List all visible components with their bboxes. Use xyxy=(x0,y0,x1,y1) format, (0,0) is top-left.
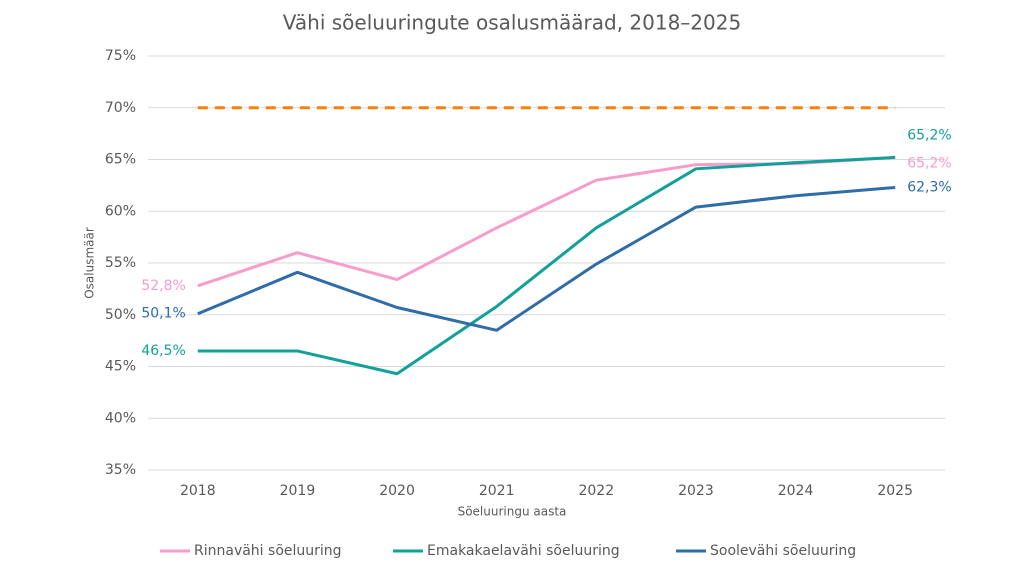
y-tick-label: 35% xyxy=(105,462,136,478)
chart-title: Vähi sõeluuringute osalusmäärad, 2018–20… xyxy=(283,11,741,35)
x-tick-label: 2023 xyxy=(678,483,714,499)
data-label: 65,2% xyxy=(907,155,951,171)
y-tick-label: 50% xyxy=(105,307,136,323)
x-tick-label: 2018 xyxy=(180,483,216,499)
y-axis-title: Osalusmäär xyxy=(83,227,97,299)
x-axis-title: Sõeluuringu aasta xyxy=(458,505,567,519)
legend-label: Rinnavähi sõeluuring xyxy=(194,543,342,559)
data-label: 50,1% xyxy=(141,306,185,322)
y-tick-label: 45% xyxy=(105,359,136,375)
x-tick-label: 2022 xyxy=(578,483,614,499)
data-label: 62,3% xyxy=(907,179,951,195)
y-tick-label: 55% xyxy=(105,255,136,271)
data-label: 65,2% xyxy=(907,127,951,143)
data-label: 46,5% xyxy=(141,343,185,359)
y-tick-label: 65% xyxy=(105,152,136,168)
x-tick-label: 2020 xyxy=(379,483,415,499)
series-line xyxy=(197,185,896,332)
data-label: 52,8% xyxy=(141,278,185,294)
y-tick-label: 75% xyxy=(105,48,136,64)
y-tick-label: 70% xyxy=(105,100,136,116)
x-tick-label: 2021 xyxy=(479,483,515,499)
x-tick-label: 2025 xyxy=(877,483,913,499)
series-line xyxy=(197,155,896,376)
x-tick-label: 2019 xyxy=(280,483,316,499)
legend-label: Emakakaelavähi sõeluuring xyxy=(427,543,620,559)
y-tick-label: 60% xyxy=(105,203,136,219)
y-tick-label: 40% xyxy=(105,410,136,426)
legend-label: Soolevähi sõeluuring xyxy=(710,543,856,559)
x-tick-label: 2024 xyxy=(778,483,814,499)
